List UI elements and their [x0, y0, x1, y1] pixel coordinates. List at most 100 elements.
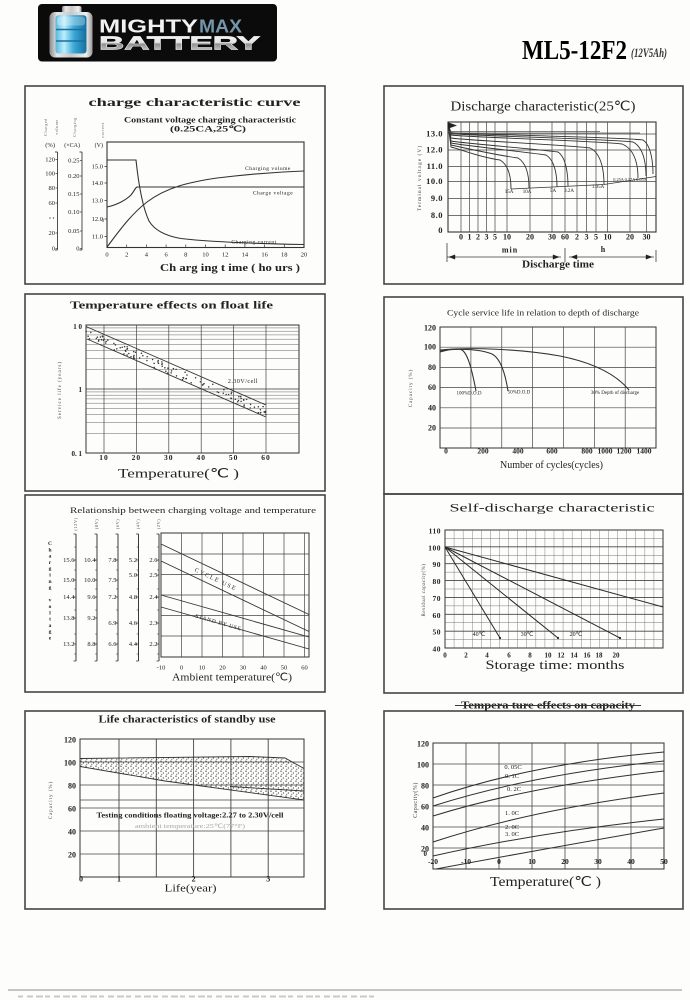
svg-text:40: 40 [433, 645, 442, 654]
svg-text:10: 10 [604, 233, 612, 242]
svg-text:0. 05C: 0. 05C [504, 764, 521, 771]
svg-text:7.2: 7.2 [108, 594, 116, 601]
svg-text:10: 10 [99, 453, 109, 462]
svg-text:2.4: 2.4 [149, 594, 158, 601]
svg-text:i: i [49, 573, 51, 579]
svg-text:0. 1: 0. 1 [72, 450, 83, 458]
svg-text:Service life (years): Service life (years) [58, 361, 63, 419]
svg-text:CYCLE USE: CYCLE USE [193, 567, 237, 592]
svg-text:50: 50 [229, 453, 239, 462]
svg-text:0: 0 [438, 225, 443, 235]
svg-text:80: 80 [68, 782, 76, 791]
svg-text:80: 80 [433, 577, 442, 586]
svg-text:120: 120 [64, 736, 76, 745]
svg-text:1 0: 1 0 [73, 323, 82, 331]
svg-text:v: v [49, 598, 52, 604]
svg-text:0: 0 [102, 219, 105, 224]
svg-text:14: 14 [571, 652, 579, 660]
svg-text:11.0: 11.0 [427, 161, 443, 171]
svg-text:Life characteristics of standb: Life characteristics of standby use [99, 715, 277, 726]
svg-text:20: 20 [421, 845, 429, 854]
svg-text:(12V5Ah): (12V5Ah) [631, 45, 667, 60]
svg-text:g: g [49, 585, 52, 591]
svg-text:10: 10 [545, 652, 553, 660]
svg-text:40: 40 [68, 828, 76, 837]
svg-text:3.2A: 3.2A [564, 189, 574, 194]
svg-text:120: 120 [424, 324, 436, 333]
svg-text:50%D.O.D: 50%D.O.D [508, 391, 531, 396]
svg-text:-10: -10 [157, 665, 166, 672]
svg-text:(0.25CA,25℃): (0.25CA,25℃) [170, 125, 247, 134]
svg-text:t: t [49, 617, 51, 623]
svg-text:Number of cycles(cycles): Number of cycles(cycles) [500, 459, 603, 471]
svg-text:0.25A 0.17A 0.05A: 0.25A 0.17A 0.05A [613, 177, 647, 182]
svg-text:2: 2 [476, 233, 480, 242]
svg-text:2. 0C: 2. 0C [505, 824, 519, 831]
svg-text:0: 0 [79, 875, 83, 884]
svg-text:110: 110 [429, 527, 441, 536]
svg-text:Capacity (%): Capacity (%) [49, 781, 54, 820]
svg-text:10.0: 10.0 [426, 176, 443, 186]
svg-text:100: 100 [64, 759, 76, 768]
svg-text:C: C [48, 541, 52, 547]
svg-text:a: a [49, 554, 52, 560]
svg-text:12: 12 [558, 652, 566, 660]
svg-text:Discharge time: Discharge time [522, 260, 595, 271]
svg-text:(8V): (8V) [94, 519, 99, 530]
svg-text:-20: -20 [428, 857, 438, 866]
svg-text:2: 2 [192, 875, 196, 884]
svg-text:2.30V/cell: 2.30V/cell [228, 379, 258, 385]
svg-text:14.4: 14.4 [63, 594, 75, 601]
svg-text:200: 200 [477, 447, 489, 456]
svg-text:50: 50 [433, 628, 442, 637]
svg-text:Charge voltage: Charge voltage [253, 191, 293, 197]
svg-text:0: 0 [52, 246, 55, 253]
svg-text:13.2: 13.2 [63, 641, 74, 648]
svg-text:100: 100 [45, 171, 55, 178]
svg-text:60: 60 [433, 611, 442, 620]
svg-text:Charging: Charging [72, 117, 77, 137]
svg-text:0: 0 [76, 246, 79, 253]
svg-text:Discharge characteristic(25℃): Discharge characteristic(25℃) [451, 100, 636, 115]
svg-text:1400: 1400 [637, 447, 652, 456]
svg-text:20: 20 [626, 233, 634, 242]
svg-text:8.0: 8.0 [431, 210, 443, 220]
svg-text:MAX: MAX [199, 17, 242, 37]
svg-text:14: 14 [242, 252, 249, 259]
svg-text:13.0: 13.0 [92, 198, 103, 205]
svg-text:(6V): (6V) [115, 519, 120, 530]
svg-text:BATTERY: BATTERY [99, 33, 261, 54]
svg-text:50: 50 [281, 665, 288, 672]
svg-text:1. 0C: 1. 0C [505, 810, 519, 817]
svg-text:40℃: 40℃ [473, 632, 486, 638]
svg-text:2: 2 [464, 652, 468, 660]
svg-text:1200: 1200 [617, 447, 632, 456]
svg-text:20: 20 [428, 424, 436, 433]
svg-text:12.0: 12.0 [426, 145, 443, 155]
svg-text:15.0: 15.0 [63, 577, 74, 584]
svg-text:10: 10 [202, 252, 209, 259]
svg-text:9.2: 9.2 [87, 615, 95, 622]
svg-text:Charging volume: Charging volume [245, 166, 291, 172]
svg-text:6: 6 [507, 652, 511, 660]
svg-text:60: 60 [49, 200, 56, 207]
svg-text:15.0: 15.0 [92, 164, 103, 171]
svg-text:1.05A: 1.05A [592, 185, 605, 190]
svg-text:12: 12 [222, 252, 229, 259]
svg-text:120: 120 [417, 740, 429, 749]
svg-text:1: 1 [79, 386, 83, 394]
svg-text:1000: 1000 [598, 447, 613, 456]
svg-text:3. 0C: 3. 0C [505, 831, 519, 838]
svg-text:4.4: 4.4 [129, 641, 138, 648]
svg-text:9.6: 9.6 [87, 594, 96, 601]
svg-text:Charging current: Charging current [231, 240, 276, 246]
svg-text:0.10: 0.10 [68, 209, 79, 216]
svg-text:40: 40 [428, 403, 436, 412]
svg-text:(4V): (4V) [136, 519, 141, 530]
svg-text:400: 400 [512, 447, 524, 456]
svg-text:4.6: 4.6 [129, 620, 138, 627]
svg-text:n: n [48, 579, 51, 585]
svg-text:60: 60 [561, 233, 569, 242]
svg-text:0.15: 0.15 [68, 191, 79, 198]
svg-text:Constant voltage charging char: Constant voltage charging characteristic [124, 116, 297, 125]
